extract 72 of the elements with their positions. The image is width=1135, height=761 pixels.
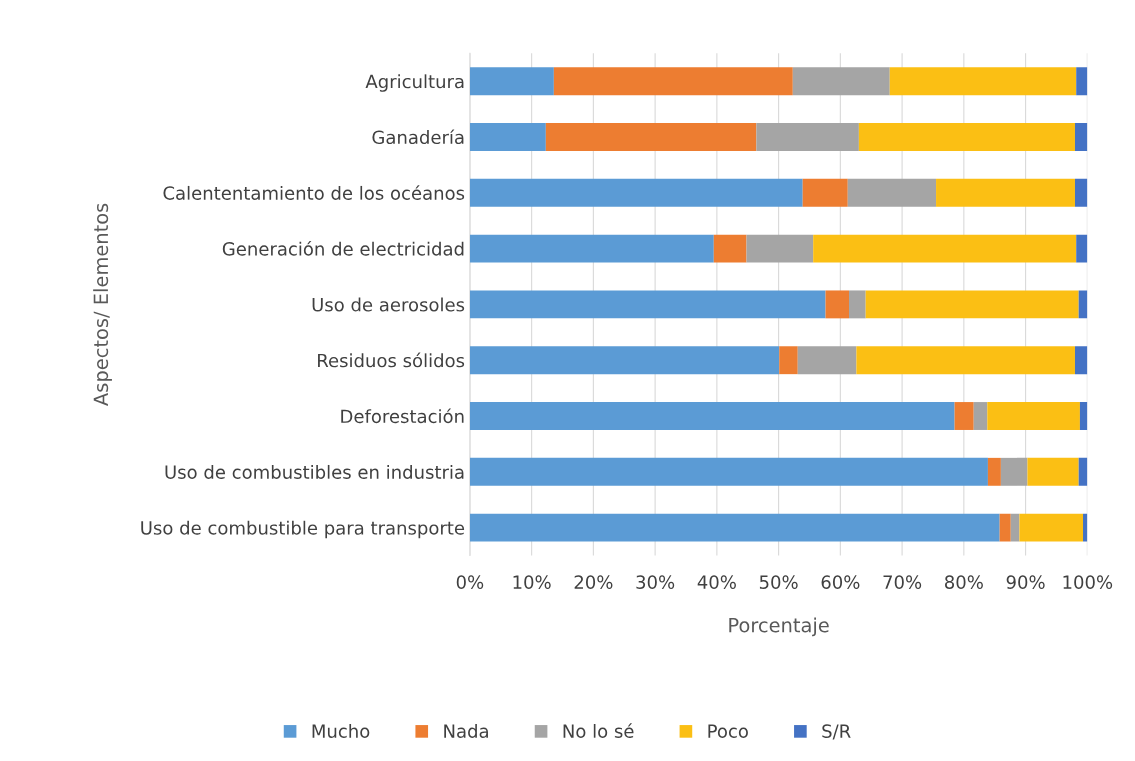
legend-label: No lo sé: [563, 723, 634, 738]
bar: [1010, 513, 1020, 542]
bar: [802, 178, 848, 207]
y-tick-label: Uso de aerosoles: [312, 297, 465, 312]
y-tick-label: Deforestación: [341, 408, 464, 424]
bar: [865, 290, 1079, 319]
bar: [469, 346, 780, 375]
bar: [746, 234, 814, 263]
bar: [1076, 234, 1088, 263]
x-tick-label: 20%: [574, 575, 613, 589]
bar: [1074, 346, 1088, 375]
legend-label: Mucho: [312, 723, 370, 738]
bar: [1079, 402, 1088, 430]
x-axis-title: Porcentaje: [729, 617, 829, 637]
y-tick-label: Residuos sólidos: [318, 352, 465, 368]
bar: [1076, 67, 1088, 96]
bar: [469, 178, 803, 207]
y-axis-title: Aspectos/ Elementos: [93, 203, 112, 406]
bar: [713, 234, 747, 263]
bar: [797, 346, 857, 375]
x-tick-label: 60%: [821, 575, 860, 589]
bar: [987, 457, 1001, 486]
y-tick-label: Uso de combustible para transporte: [141, 520, 465, 539]
bar: [756, 123, 859, 151]
bar: [469, 123, 546, 151]
y-tick-label: Ganadería: [372, 129, 464, 145]
bar: [469, 290, 826, 319]
x-tick-label: 10%: [513, 575, 551, 589]
bar: [1019, 513, 1084, 542]
legend-label: S/R: [822, 724, 851, 740]
y-tick-label: Calententamiento de los océanos: [163, 185, 465, 200]
bar: [469, 513, 1000, 542]
x-tick-label: 40%: [697, 575, 736, 589]
x-tick-label: 70%: [883, 575, 922, 589]
x-tick-label: 0%: [456, 575, 484, 589]
bar: [469, 67, 554, 96]
bar: [856, 346, 1075, 375]
bar: [973, 402, 988, 430]
bar: [813, 234, 1077, 263]
x-tick-label: 90%: [1006, 575, 1045, 589]
x-tick-label: 50%: [759, 575, 798, 589]
bar: [1000, 457, 1028, 486]
bar: [1074, 123, 1088, 151]
bar: [847, 178, 937, 207]
bar: [469, 234, 714, 263]
x-tick-label: 100%: [1063, 575, 1113, 589]
y-tick-label: Agricultura: [365, 74, 464, 92]
bar: [1083, 513, 1088, 542]
bar: [1027, 457, 1079, 486]
bar: [999, 513, 1011, 542]
bar: [936, 178, 1075, 207]
bar: [987, 402, 1080, 430]
y-tick-label: Generación de electricidad: [222, 241, 464, 256]
bar: [954, 402, 974, 430]
bar: [825, 290, 849, 319]
bar: [469, 402, 955, 430]
bar: [849, 290, 866, 319]
legend-label: Poco: [708, 724, 748, 738]
bar: [779, 346, 798, 375]
bar: [889, 67, 1077, 96]
x-tick-label: 30%: [636, 575, 675, 589]
bar: [858, 123, 1075, 151]
bar: [1078, 290, 1088, 319]
bar: [545, 123, 757, 151]
bar: [469, 457, 988, 486]
y-tick-label: Uso de combustibles en industria: [165, 464, 464, 479]
bar: [1074, 178, 1088, 207]
bar: [792, 67, 890, 96]
bar: [553, 67, 793, 96]
x-tick-label: 80%: [945, 575, 983, 589]
legend-label: Nada: [444, 723, 488, 738]
bar: [1078, 457, 1088, 486]
